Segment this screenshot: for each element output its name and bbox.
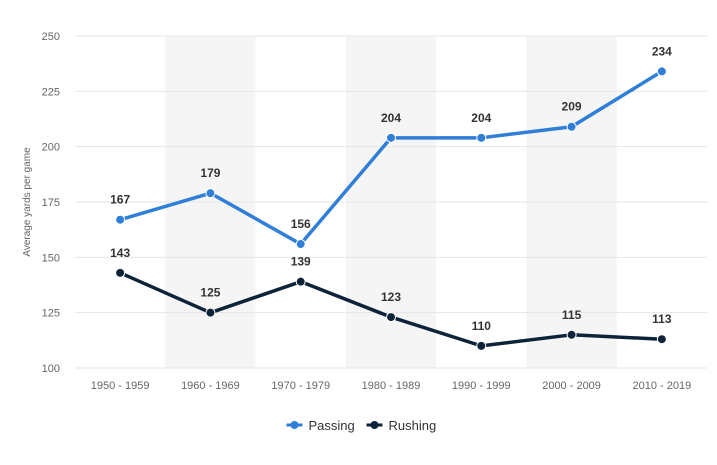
- legend: Passing Rushing: [286, 418, 437, 433]
- data-label-passing: 167: [110, 193, 130, 207]
- legend-item-rushing[interactable]: Rushing: [366, 418, 437, 433]
- series-rushing: 143 125 139 123 110 115 113: [110, 246, 672, 351]
- x-tick-label: 1950 - 1959: [91, 380, 150, 392]
- legend-label: Passing: [309, 418, 355, 433]
- data-label-rushing: 113: [652, 312, 672, 326]
- y-tick-label: 175: [42, 197, 60, 209]
- x-tick-label: 1960 - 1969: [181, 380, 240, 392]
- y-tick-label: 200: [42, 142, 60, 154]
- data-point-passing[interactable]: [115, 214, 126, 225]
- legend-swatch-marker: [290, 421, 299, 429]
- data-label-rushing: 139: [291, 255, 311, 269]
- data-point-passing[interactable]: [205, 188, 216, 199]
- data-label-passing: 179: [200, 166, 220, 180]
- data-label-rushing: 143: [110, 246, 130, 260]
- data-point-rushing[interactable]: [115, 267, 126, 278]
- data-point-passing[interactable]: [295, 239, 306, 250]
- x-tick-label: 1980 - 1989: [362, 380, 421, 392]
- data-point-rushing[interactable]: [566, 329, 577, 340]
- data-label-passing: 209: [562, 100, 582, 114]
- data-point-passing[interactable]: [656, 66, 667, 77]
- data-point-rushing[interactable]: [205, 307, 216, 318]
- y-tick-label: 225: [42, 86, 60, 98]
- data-point-passing[interactable]: [476, 132, 487, 143]
- data-label-rushing: 125: [200, 286, 220, 300]
- data-point-rushing[interactable]: [295, 276, 306, 287]
- data-label-rushing: 123: [381, 290, 401, 304]
- x-tick-label: 1990 - 1999: [452, 380, 511, 392]
- gridlines: [75, 35, 707, 369]
- data-label-rushing: 115: [562, 308, 582, 322]
- data-label-rushing: 110: [472, 319, 492, 333]
- legend-swatch-marker: [370, 421, 379, 429]
- data-point-passing[interactable]: [566, 121, 577, 132]
- y-tick-label: 125: [42, 308, 60, 320]
- data-point-rushing[interactable]: [476, 340, 487, 351]
- series-passing: 167 179 156 204 204 209 234: [110, 44, 672, 250]
- y-tick-label: 150: [42, 252, 60, 264]
- data-point-rushing[interactable]: [386, 312, 396, 323]
- y-tick-label: 250: [42, 31, 60, 43]
- data-label-passing: 204: [471, 111, 491, 125]
- legend-label: Rushing: [389, 418, 437, 433]
- data-point-passing[interactable]: [386, 132, 396, 143]
- data-label-passing: 234: [652, 44, 672, 58]
- y-axis-ticks: 100 125 150 175 200 225 250: [42, 31, 60, 375]
- y-axis-label: Average yards per game: [22, 147, 33, 257]
- x-tick-label: 2010 - 2019: [632, 380, 691, 392]
- data-label-passing: 204: [381, 111, 401, 125]
- data-point-rushing[interactable]: [656, 334, 667, 345]
- x-tick-label: 2000 - 2009: [542, 380, 601, 392]
- data-label-passing: 156: [291, 217, 311, 231]
- x-tick-label: 1970 - 1979: [271, 380, 330, 392]
- y-tick-label: 100: [42, 363, 60, 375]
- x-axis-ticks: 1950 - 1959 1960 - 1969 1970 - 1979 1980 - …: [91, 380, 691, 392]
- legend-item-passing[interactable]: Passing: [286, 418, 355, 433]
